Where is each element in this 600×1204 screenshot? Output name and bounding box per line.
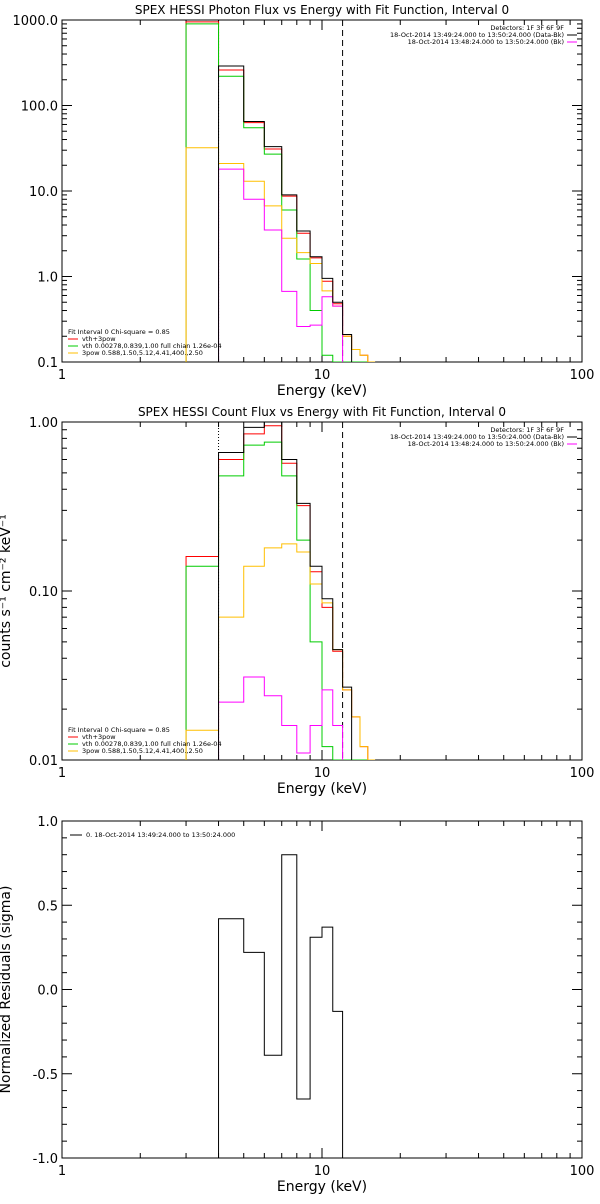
y-tick-label: 1.0 xyxy=(37,271,58,286)
series-line-1 xyxy=(185,23,376,362)
series-line-0 xyxy=(185,21,376,362)
y-tick-label: 100.0 xyxy=(21,100,58,115)
legend-bottom-text: vth 0.00278,0.839,1.00 full chian 1.26e-… xyxy=(82,342,222,350)
x-axis-label: Energy (keV) xyxy=(277,383,367,399)
series-line-0 xyxy=(218,854,344,1158)
y-tick-label: 1.0 xyxy=(37,815,58,830)
legend-bottom-text: Fit Interval 0 Chi-square = 0.85 xyxy=(68,328,170,336)
x-tick-label: 10 xyxy=(314,766,331,781)
y-tick-label: -1.0 xyxy=(33,1152,58,1167)
chart-title: SPEX HESSI Count Flux vs Energy with Fit… xyxy=(138,405,506,419)
y-tick-label: 1000.0 xyxy=(13,14,59,29)
series-line-1 xyxy=(185,441,376,760)
legend-bottom-text: vth 0.00278,0.839,1.00 full chian 1.26e-… xyxy=(82,740,222,748)
series-line-0 xyxy=(185,425,376,760)
legend-top-text: 0. 18-Oct-2014 13:49:24.000 to 13:50:24.… xyxy=(86,831,235,839)
y-tick-label: 0.0 xyxy=(37,984,58,999)
x-tick-label: 10 xyxy=(314,1164,331,1179)
x-tick-label: 1 xyxy=(58,766,66,781)
series-line-2 xyxy=(185,147,376,362)
y-axis-label: Normalized Residuals (sigma) xyxy=(0,886,14,1094)
series-line-3 xyxy=(218,676,344,760)
y-tick-label: 0.10 xyxy=(29,585,58,600)
y-tick-label: 0.1 xyxy=(37,356,58,371)
series-line-4 xyxy=(218,422,353,760)
data-layer xyxy=(185,422,376,760)
x-axis-label: Energy (keV) xyxy=(277,781,367,797)
y-tick-label: -0.5 xyxy=(33,1068,58,1083)
x-tick-label: 100 xyxy=(570,766,595,781)
x-axis-label: Energy (keV) xyxy=(277,1179,367,1195)
legend-top-text: 18-Oct-2014 13:49:24.000 to 13:50:24.000… xyxy=(390,31,564,39)
y-tick-label: 0.01 xyxy=(29,754,58,769)
plot-frame xyxy=(61,820,583,1159)
x-tick-label: 10 xyxy=(314,368,331,383)
series-line-2 xyxy=(185,543,376,760)
y-tick-label: 10.0 xyxy=(29,185,58,200)
chart-panel-2: 1 10 100 -1.0 -0.5 0.0 0.5 1.0 Energy (keV) Norma… xyxy=(0,815,594,1195)
legend-top-text: 18-Oct-2014 13:49:24.000 to 13:50:24.000… xyxy=(390,433,564,441)
legend-bottom-text: 3pow 0.588,1.50,5.12,4.41,400.,2.50 xyxy=(82,349,203,357)
y-axis-label: counts s⁻¹ cm⁻² keV⁻¹ xyxy=(0,514,14,668)
series-line-3 xyxy=(218,168,344,362)
legend-top-text: 18-Oct-2014 13:48:24.000 to 13:50:24.000… xyxy=(408,38,564,46)
legend-bottom-text: 3pow 0.588,1.50,5.12,4.41,400.,2.50 xyxy=(82,747,203,755)
legend-bottom-text: Fit Interval 0 Chi-square = 0.85 xyxy=(68,726,170,734)
x-tick-label: 100 xyxy=(570,1164,595,1179)
chart-panel-0: SPEX HESSI Photon Flux vs Energy with Fi… xyxy=(13,3,595,399)
x-tick-label: 100 xyxy=(570,368,595,383)
legend-top-text: 18-Oct-2014 13:48:24.000 to 13:50:24.000… xyxy=(408,440,564,448)
y-tick-label: 0.5 xyxy=(37,899,58,914)
data-layer xyxy=(185,20,376,362)
data-layer xyxy=(218,854,344,1158)
legend-top-text: Detectors: 1F 3F 6F 9F xyxy=(490,24,564,32)
series-line-4 xyxy=(218,65,353,362)
legend-bottom-text: vth+3pow xyxy=(82,335,116,343)
y-tick-label: 1.00 xyxy=(29,416,58,431)
x-tick-label: 1 xyxy=(58,1164,66,1179)
legend-bottom-text: vth+3pow xyxy=(82,733,116,741)
chart-title: SPEX HESSI Photon Flux vs Energy with Fi… xyxy=(135,3,509,17)
x-tick-label: 1 xyxy=(58,368,66,383)
legend-top-text: Detectors: 1F 3F 6F 9F xyxy=(490,426,564,434)
chart-panel-1: SPEX HESSI Count Flux vs Energy with Fit… xyxy=(0,405,594,797)
